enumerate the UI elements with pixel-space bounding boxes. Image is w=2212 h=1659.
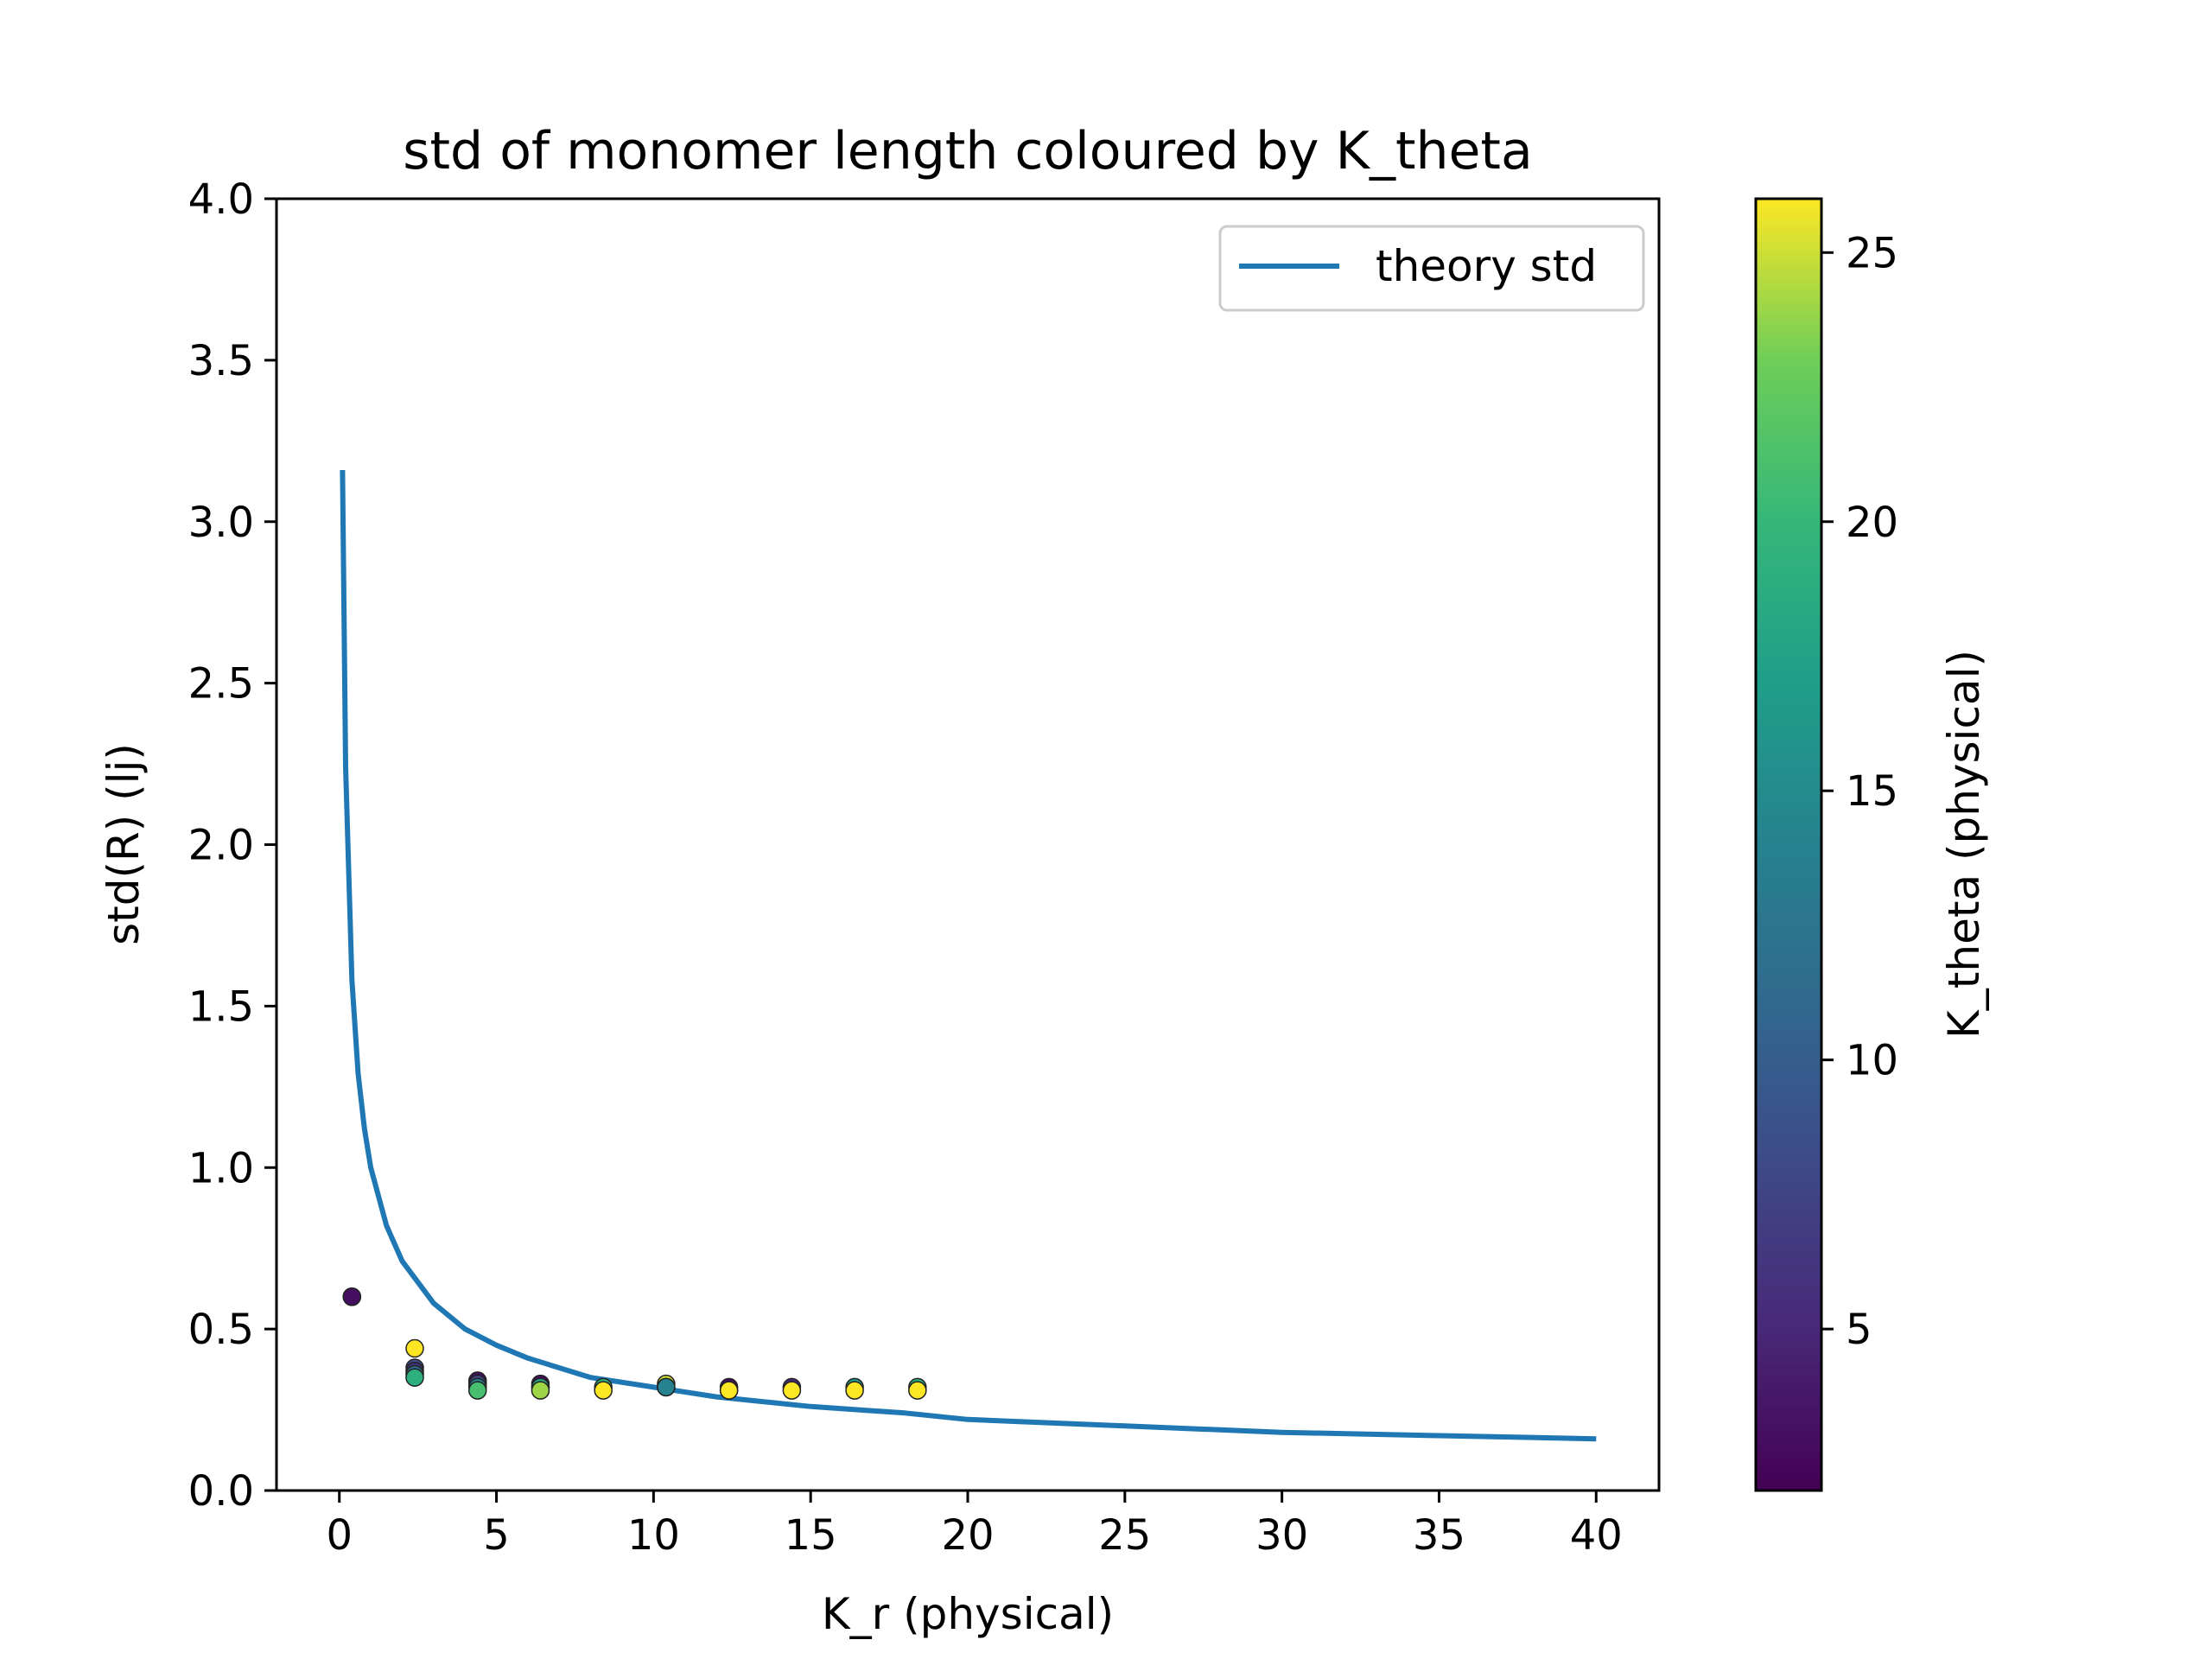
scatter-point bbox=[467, 1381, 487, 1400]
scatter-point bbox=[845, 1381, 864, 1400]
chart-title: std of monomer length coloured by K_thet… bbox=[403, 121, 1532, 181]
scatter-point bbox=[405, 1368, 424, 1387]
colorbar: 5 10 15 20 25 K_theta (physical) bbox=[1754, 197, 1989, 1492]
x-tick-label: 20 bbox=[941, 1511, 994, 1560]
y-tick-label: 2.5 bbox=[188, 660, 254, 709]
x-tick-label: 10 bbox=[627, 1511, 680, 1560]
scatter-point bbox=[342, 1287, 362, 1306]
y-tick-label: 0.5 bbox=[188, 1306, 254, 1354]
legend: theory std bbox=[1218, 225, 1645, 312]
legend-box bbox=[1218, 225, 1645, 312]
x-tick-label: 40 bbox=[1570, 1511, 1623, 1560]
colorbar-tick-label: 15 bbox=[1846, 767, 1898, 816]
x-axis: 0 5 10 15 20 25 30 35 40 bbox=[326, 1491, 1623, 1560]
x-tick-label: 30 bbox=[1255, 1511, 1308, 1560]
theory-std-line bbox=[340, 469, 1597, 1442]
y-tick-label: 4.0 bbox=[188, 175, 254, 224]
colorbar-tick-label: 5 bbox=[1846, 1306, 1872, 1354]
x-tick-label: 0 bbox=[326, 1511, 353, 1560]
scatter-point bbox=[594, 1381, 613, 1400]
y-tick-label: 3.5 bbox=[188, 337, 254, 385]
y-tick-label: 1.5 bbox=[188, 982, 254, 1031]
y-tick-label: 1.0 bbox=[188, 1144, 254, 1192]
scatter-point bbox=[531, 1381, 550, 1400]
y-axis: 0.0 0.5 1.0 1.5 2.0 2.5 3.0 3.5 4.0 bbox=[188, 175, 276, 1516]
x-tick-label: 5 bbox=[483, 1511, 510, 1560]
scatter-point bbox=[657, 1377, 676, 1397]
y-axis-label: std(R) (lj) bbox=[99, 743, 149, 945]
x-tick-label: 15 bbox=[785, 1511, 837, 1560]
colorbar-label: K_theta (physical) bbox=[1939, 650, 1989, 1039]
plot-area bbox=[276, 199, 1659, 1491]
x-axis-label: K_r (physical) bbox=[822, 1589, 1114, 1639]
y-tick-label: 2.0 bbox=[188, 822, 254, 870]
colorbar-tick-label: 20 bbox=[1846, 499, 1898, 547]
y-tick-label: 0.0 bbox=[188, 1467, 254, 1516]
legend-label-theory-std: theory std bbox=[1376, 241, 1597, 291]
x-tick-label: 25 bbox=[1098, 1511, 1151, 1560]
x-tick-label: 35 bbox=[1413, 1511, 1465, 1560]
scatter-point bbox=[782, 1381, 802, 1400]
scatter-point bbox=[405, 1338, 424, 1358]
colorbar-tick-label: 10 bbox=[1846, 1037, 1898, 1085]
colorbar-ticks: 5 10 15 20 25 bbox=[1821, 229, 1898, 1354]
colorbar-gradient bbox=[1754, 197, 1823, 1492]
scatter-point bbox=[719, 1381, 739, 1400]
y-tick-label: 3.0 bbox=[188, 499, 254, 547]
scatter-point bbox=[908, 1381, 927, 1400]
colorbar-tick-label: 25 bbox=[1846, 229, 1898, 277]
